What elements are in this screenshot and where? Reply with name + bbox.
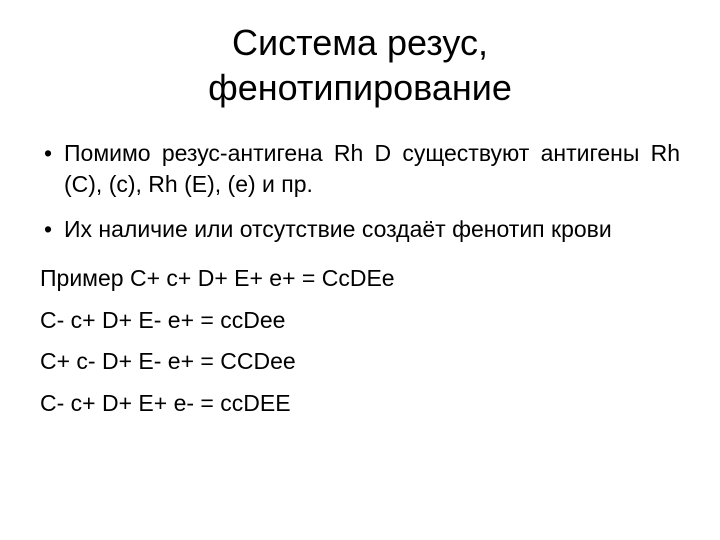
example-line: Пример С+ c+ D+ E+ e+ = CcDEe: [40, 261, 680, 297]
bullet-list: Помимо резус-антигена Rh D существуют ан…: [40, 138, 680, 245]
bullet-item: Их наличие или отсутствие создаёт феноти…: [40, 214, 680, 245]
example-block: Пример С+ c+ D+ E+ e+ = CcDEe С- c+ D+ E…: [40, 261, 680, 422]
title-line-1: Система резус,: [232, 22, 488, 63]
example-line: С- c+ D+ E+ e- = ccDEE: [40, 386, 680, 422]
example-line: С+ c- D+ E- e+ = CCDеe: [40, 344, 680, 380]
slide-title: Система резус, фенотипирование: [40, 20, 680, 110]
title-line-2: фенотипирование: [208, 67, 512, 108]
example-line: С- c+ D+ E- e+ = ccDеe: [40, 303, 680, 339]
bullet-item: Помимо резус-антигена Rh D существуют ан…: [40, 138, 680, 200]
